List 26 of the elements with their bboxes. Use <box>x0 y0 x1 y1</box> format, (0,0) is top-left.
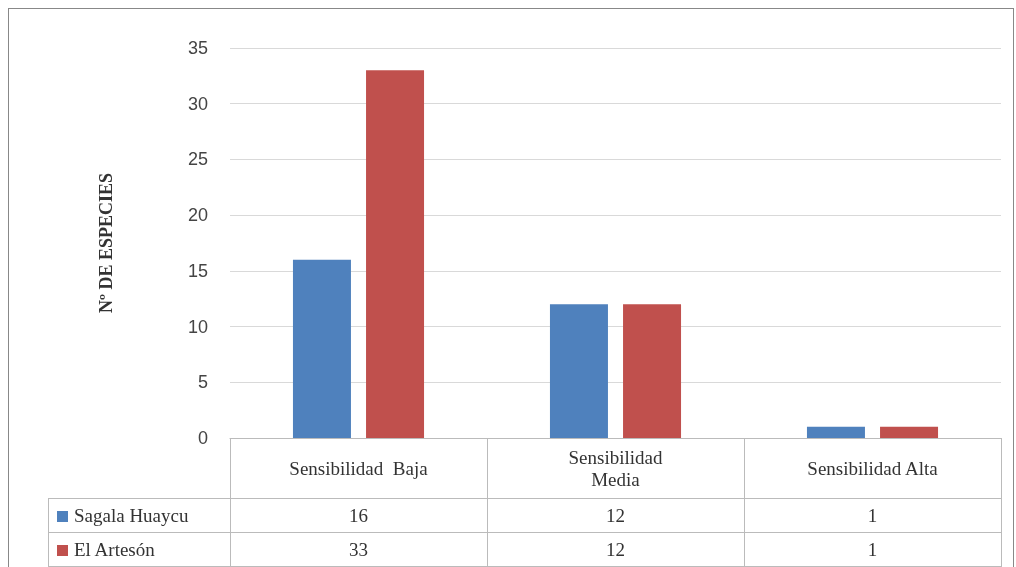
data-label: 1 <box>744 498 1001 533</box>
bar <box>880 426 939 438</box>
y-tick-label: 15 <box>187 260 208 281</box>
legend-label: El Artesón <box>48 532 230 567</box>
bar <box>549 304 608 438</box>
y-tick-label: 0 <box>197 428 208 448</box>
data-label: 33 <box>230 532 487 567</box>
y-axis-title: Nº DE ESPECIES <box>96 173 116 313</box>
data-label: 1 <box>744 532 1001 567</box>
x-tick-label: Sensibilidad Baja <box>288 457 429 480</box>
x-tick-label: Sensibilidad Media <box>567 446 664 491</box>
y-tick-label: 30 <box>187 93 208 114</box>
bar <box>806 426 865 438</box>
y-tick-label: 10 <box>187 316 208 337</box>
data-label: 12 <box>487 532 744 567</box>
bar <box>623 304 682 438</box>
bar <box>292 259 351 438</box>
y-tick-label: 20 <box>187 205 208 226</box>
x-tick-label: Sensibilidad Alta <box>806 457 939 480</box>
data-label: 12 <box>487 498 744 533</box>
y-tick-label: 35 <box>187 38 208 58</box>
legend-label: Sagala Huaycu <box>48 498 230 533</box>
y-tick-label: 25 <box>187 149 208 170</box>
bar <box>366 70 425 438</box>
data-label: 16 <box>230 498 487 533</box>
y-tick-label: 5 <box>197 372 208 393</box>
